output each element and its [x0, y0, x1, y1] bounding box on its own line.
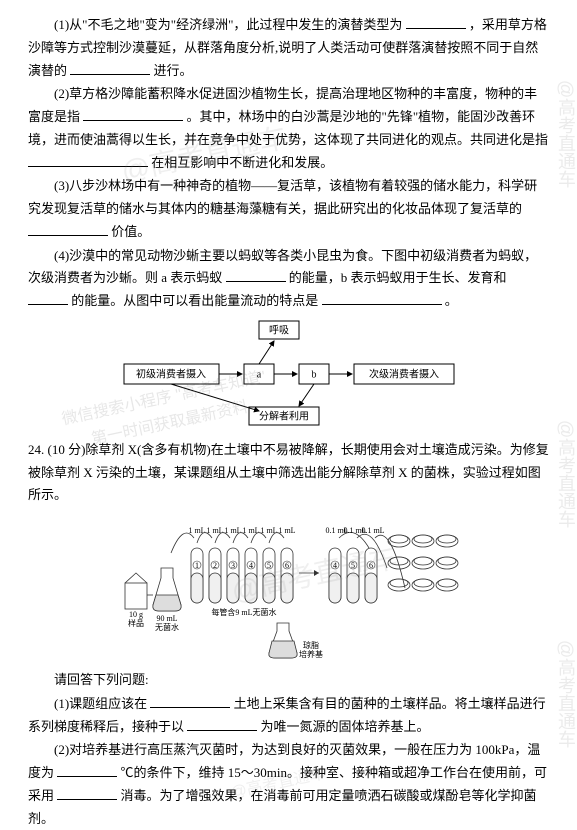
blank — [406, 16, 466, 29]
svg-text:6: 6 — [285, 561, 289, 570]
q23-p3: (3)八步沙林场中有一种神奇的植物——复活草，该植物有着较强的储水能力，科学研究… — [28, 175, 549, 243]
svg-text:2: 2 — [213, 561, 217, 570]
svg-text:4: 4 — [249, 561, 253, 570]
watermark-side: @高考直通车 — [550, 80, 577, 188]
node-n4: 次级消费者摄入 — [369, 367, 439, 380]
svg-text:1 mL: 1 mL — [188, 526, 205, 535]
q24-p1-a: (1)课题组应该在 — [54, 696, 147, 711]
svg-text:1 mL: 1 mL — [260, 526, 277, 535]
flask-vol: 90 mL — [156, 614, 177, 623]
node-n5: 呼吸 — [269, 324, 289, 336]
q23-p4: (4)沙漠中的常见动物沙蜥主要以蚂蚁等各类小昆虫为食。下图中初级消费者为蚂蚁，次… — [28, 245, 549, 313]
blank — [70, 62, 150, 75]
q23-p4-d: 。 — [445, 293, 458, 308]
svg-text:6: 6 — [369, 561, 373, 570]
node-n6: 分解者利用 — [259, 409, 309, 422]
svg-text:4: 4 — [333, 561, 337, 570]
node-n3: b — [311, 369, 316, 380]
svg-text:1 mL: 1 mL — [242, 526, 259, 535]
dilution-diagram: 10 g 样品 90 mL 无菌水 1 1 mL — [28, 513, 549, 663]
watermark-side: @高考直通车 — [550, 640, 577, 748]
watermark-side: @高考直通车 — [550, 420, 577, 528]
blank — [150, 695, 230, 708]
q23-p2-c: 在相互影响中不断进化和发展。 — [151, 155, 333, 170]
flowchart: 呼吸 初级消费者摄入 a b 次级消费者摄入 分解者利用 — [28, 319, 549, 429]
sample-txt: 样品 — [128, 618, 144, 628]
blank — [28, 223, 108, 236]
plate-label-2: 培养基 — [299, 649, 323, 659]
blank — [322, 292, 442, 305]
plate-label-1: 琼脂 — [303, 640, 319, 650]
node-n1: 初级消费者摄入 — [136, 367, 206, 380]
svg-text:5: 5 — [351, 561, 355, 570]
svg-text:0.1 mL: 0.1 mL — [361, 526, 384, 535]
flask-txt: 无菌水 — [155, 622, 179, 632]
blank — [28, 292, 68, 305]
blank — [226, 269, 286, 282]
svg-text:1 mL: 1 mL — [224, 526, 241, 535]
q23-p1: (1)从"不毛之地"变为"经济绿洲"，此过程中发生的演替类型为 ，采用草方格沙障… — [28, 14, 549, 82]
svg-text:1 mL: 1 mL — [278, 526, 295, 535]
svg-text:5: 5 — [267, 561, 271, 570]
q24-p1: (1)课题组应该在 土地上采集含有目的菌种的土壤样品。将土壤样品进行系列梯度稀释… — [28, 693, 549, 739]
q23-p4-c: 的能量。从图中可以看出能量流动的特点是 — [71, 293, 318, 308]
q23-p1-a: (1)从"不毛之地"变为"经济绿洲"，此过程中发生的演替类型为 — [54, 17, 402, 32]
node-n2: a — [256, 369, 261, 380]
blank — [57, 764, 117, 777]
q24-header: 24. (10 分)除草剂 X(含多有机物)在土壤中不易被降解，长期使用会对土壤… — [28, 439, 549, 507]
q24-answer-head: 请回答下列问题: — [28, 669, 549, 692]
q23-p3-b: 价值。 — [111, 224, 150, 239]
blank — [28, 154, 148, 167]
tube-note: 每管含9 mL无菌水 — [211, 607, 276, 617]
q24-p2: (2)对培养基进行高压蒸汽灭菌时，为达到良好的灭菌效果，一般在压力为 100kP… — [28, 739, 549, 830]
blank — [83, 108, 183, 121]
tubes-group-1: 1 1 mL 2 1 mL 3 1 mL — [171, 526, 296, 603]
q23-p3-a: (3)八步沙林场中有一种神奇的植物——复活草，该植物有着较强的储水能力，科学研究… — [28, 178, 537, 216]
svg-text:3: 3 — [231, 561, 235, 570]
q23-p4-b: 的能量，b 表示蚂蚁用于生长、发育和 — [289, 270, 507, 285]
blank — [57, 787, 117, 800]
q23-p2: (2)草方格沙障能蓄积降水促进固沙植物生长，提高治理地区物种的丰富度，物种的丰富… — [28, 83, 549, 174]
blank — [187, 718, 257, 731]
svg-text:1: 1 — [195, 561, 199, 570]
q23-p1-c: 进行。 — [154, 63, 193, 78]
q24-p1-c: 为唯一氮源的固体培养基上。 — [261, 719, 430, 734]
svg-text:1 mL: 1 mL — [206, 526, 223, 535]
sample-wt: 10 g — [129, 610, 143, 619]
